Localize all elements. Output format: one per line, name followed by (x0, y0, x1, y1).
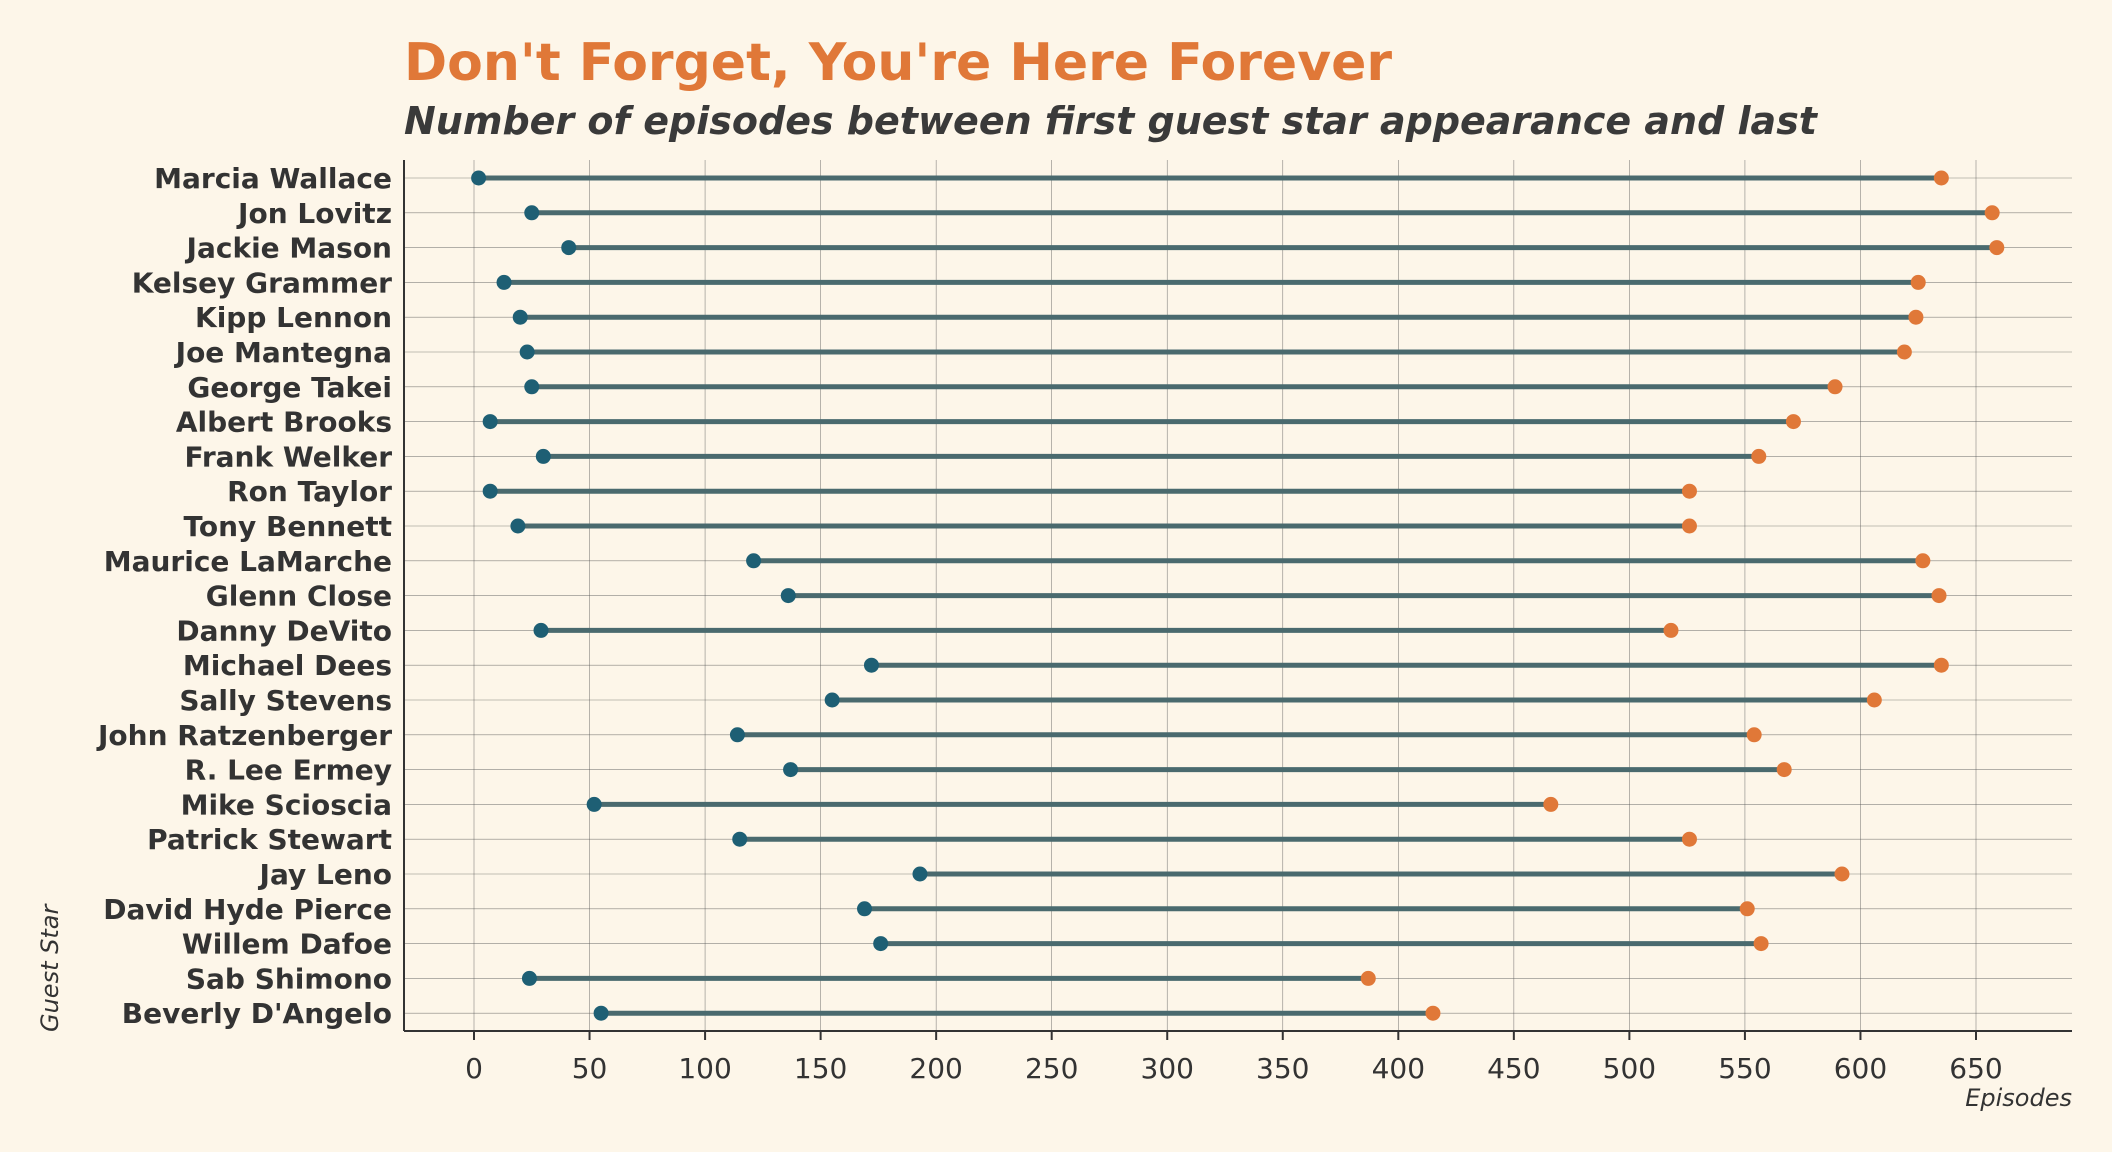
chart-title: Don't Forget, You're Here Forever (404, 33, 1392, 93)
last-appearance-point (1425, 1005, 1441, 1021)
guest-name-label: Beverly D'Angelo (122, 997, 392, 1030)
x-tick-label: 300 (1141, 1052, 1194, 1085)
first-appearance-point (510, 518, 526, 534)
first-appearance-point (746, 553, 762, 569)
guest-name-label: Maurice LaMarche (104, 545, 392, 578)
first-appearance-point (783, 762, 799, 778)
first-appearance-point (824, 692, 840, 708)
first-appearance-point (482, 483, 498, 499)
x-tick-label: 100 (678, 1052, 731, 1085)
last-appearance-point (1360, 970, 1376, 986)
last-appearance-point (1915, 553, 1931, 569)
last-appearance-point (1681, 483, 1697, 499)
last-appearance-point (1681, 518, 1697, 534)
x-tick-label: 0 (465, 1052, 483, 1085)
guest-name-label: Jay Leno (258, 858, 392, 891)
guest-name-label: R. Lee Ermey (185, 754, 392, 787)
chart-marks (471, 170, 2005, 1021)
last-appearance-point (1866, 692, 1882, 708)
first-appearance-point (524, 205, 540, 221)
guest-name-label: David Hyde Pierce (103, 893, 392, 926)
last-appearance-point (1933, 170, 1949, 186)
first-appearance-point (561, 240, 577, 256)
first-appearance-point (496, 274, 512, 290)
first-appearance-point (533, 622, 549, 638)
first-appearance-point (873, 936, 889, 952)
first-appearance-point (863, 657, 879, 673)
guest-name-label: Frank Welker (185, 440, 393, 473)
last-appearance-point (1896, 344, 1912, 360)
guest-name-label: Jackie Mason (185, 232, 392, 265)
x-tick-label: 400 (1372, 1052, 1425, 1085)
first-appearance-point (535, 448, 551, 464)
x-tick-labels: 0 50 100 150 200 250 300 350 400 450 500 550 600 650 (465, 1031, 2003, 1085)
guest-name-label: Joe Mantegna (174, 336, 392, 369)
x-tick-label: 450 (1487, 1052, 1540, 1085)
guest-name-label: Ron Taylor (227, 475, 392, 508)
last-appearance-point (1827, 379, 1843, 395)
guest-name-label: Albert Brooks (176, 406, 392, 439)
first-appearance-point (729, 727, 745, 743)
last-appearance-point (1776, 762, 1792, 778)
last-appearance-point (1989, 240, 2005, 256)
x-tick-label: 250 (1025, 1052, 1078, 1085)
guest-name-label: Kipp Lennon (195, 301, 392, 334)
last-appearance-point (1834, 866, 1850, 882)
first-appearance-point (857, 901, 873, 917)
last-appearance-point (1908, 309, 1924, 325)
last-appearance-point (1543, 796, 1559, 812)
first-appearance-point (586, 796, 602, 812)
first-appearance-point (780, 588, 796, 604)
first-appearance-point (521, 970, 537, 986)
guest-name-label: John Ratzenberger (96, 719, 392, 752)
x-tick-label: 600 (1834, 1052, 1887, 1085)
guest-name-label: George Takei (187, 371, 392, 404)
guest-name-label: Glenn Close (206, 580, 392, 613)
chart-subtitle: Number of episodes between first guest s… (404, 99, 1819, 143)
last-appearance-point (1739, 901, 1755, 917)
last-appearance-point (1910, 274, 1926, 290)
guest-name-label: Willem Dafoe (182, 928, 392, 961)
guest-name-label: Tony Bennett (183, 510, 392, 543)
x-tick-label: 200 (909, 1052, 962, 1085)
first-appearance-point (593, 1005, 609, 1021)
first-appearance-point (519, 344, 535, 360)
x-axis-label: Episodes (1965, 1084, 2072, 1112)
guest-name-label: Danny DeVito (176, 614, 392, 647)
first-appearance-point (524, 379, 540, 395)
guest-name-label: Patrick Stewart (147, 823, 392, 856)
guest-name-label: Sab Shimono (186, 962, 392, 995)
last-appearance-point (1785, 414, 1801, 430)
last-appearance-point (1681, 831, 1697, 847)
x-tick-label: 500 (1603, 1052, 1656, 1085)
guest-name-label: Jon Lovitz (236, 197, 392, 230)
y-axis-label: Guest Star (36, 903, 64, 1032)
guest-name-label: Kelsey Grammer (132, 266, 392, 299)
first-appearance-point (471, 170, 487, 186)
guest-name-label: Marcia Wallace (154, 162, 392, 195)
last-appearance-point (1984, 205, 2000, 221)
first-appearance-point (912, 866, 928, 882)
last-appearance-point (1931, 588, 1947, 604)
x-tick-label: 550 (1718, 1052, 1771, 1085)
last-appearance-point (1933, 657, 1949, 673)
last-appearance-point (1753, 936, 1769, 952)
x-tick-label: 150 (794, 1052, 847, 1085)
x-tick-label: 350 (1256, 1052, 1309, 1085)
last-appearance-point (1751, 448, 1767, 464)
guest-name-label: Michael Dees (183, 649, 392, 682)
first-appearance-point (482, 414, 498, 430)
first-appearance-point (512, 309, 528, 325)
x-tick-label: 650 (1949, 1052, 2002, 1085)
first-appearance-point (732, 831, 748, 847)
guest-name-label: Mike Scioscia (181, 788, 392, 821)
guest-name-label: Sally Stevens (179, 684, 392, 717)
last-appearance-point (1663, 622, 1679, 638)
x-tick-label: 50 (572, 1052, 608, 1085)
last-appearance-point (1746, 727, 1762, 743)
